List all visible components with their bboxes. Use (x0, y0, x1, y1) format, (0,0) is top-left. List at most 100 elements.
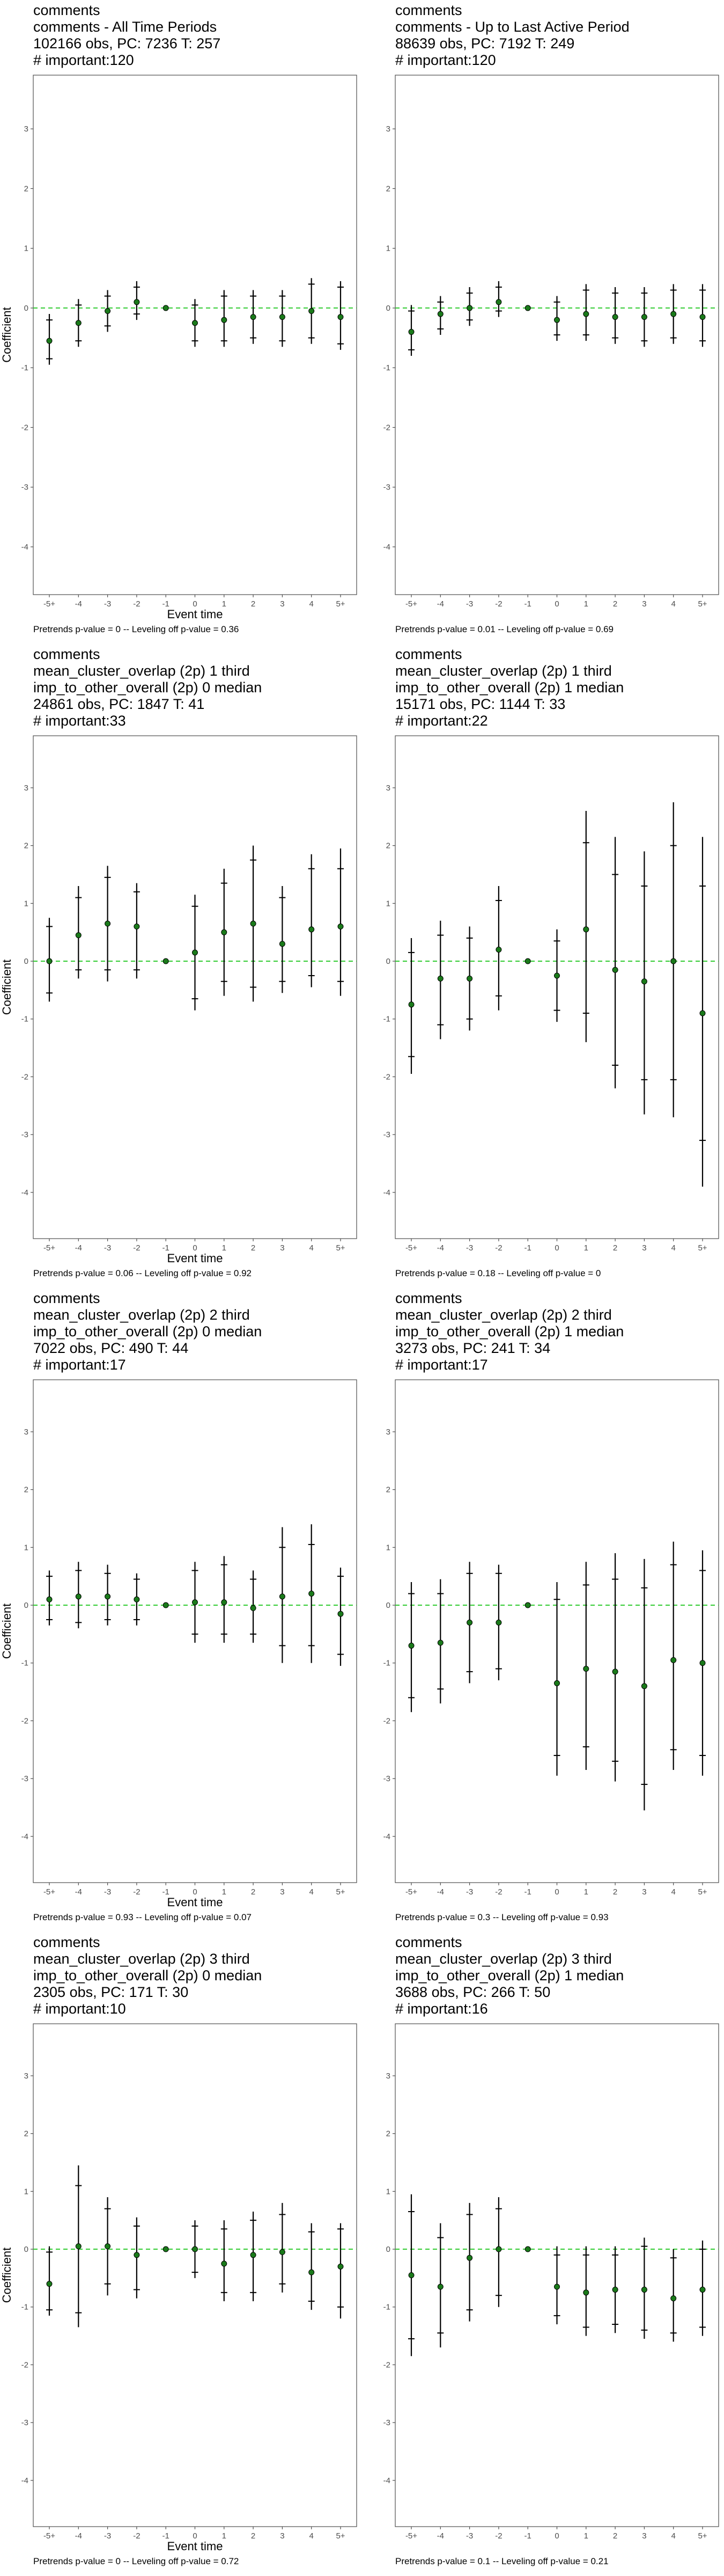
x-tick-label: -5+ (43, 1887, 55, 1897)
chart-title: comments mean_cluster_overlap (2p) 3 thir… (33, 1934, 262, 2017)
x-tick-label: -1 (162, 1243, 169, 1253)
x-tick-label: 1 (222, 1243, 226, 1253)
estimate-point (641, 1683, 647, 1689)
y-tick-label: -1 (383, 2303, 390, 2312)
estimate-point (467, 975, 473, 982)
estimate-point (221, 1599, 227, 1606)
x-tick-label: -3 (104, 2531, 111, 2541)
y-axis-label: Coefficient (0, 1604, 13, 1659)
chart-title-line: # important:33 (33, 713, 126, 729)
x-tick-label: 1 (584, 1887, 588, 1897)
y-tick-label: -4 (21, 543, 28, 552)
x-tick-label: 3 (280, 1243, 284, 1253)
estimate-point (75, 1593, 82, 1600)
chart-svg: -4 -3 -2 -1 0 1 2 3 -5+ -4 -3 -2 -1 0 1 2 3 4 5+ (383, 1379, 719, 1897)
chart-panel-7: -4 -3 -2 -1 0 1 2 3 -5+ -4 -3 -2 -1 0 1 2 3 4 5+ Event time… (0, 1932, 362, 2576)
x-tick-label: 0 (555, 2531, 559, 2541)
y-tick-label: -3 (21, 1130, 28, 1139)
estimate-point (337, 1611, 344, 1617)
x-tick-label: 5+ (698, 1887, 707, 1897)
x-tick-label: 5+ (336, 2531, 345, 2541)
chart-title-line: mean_cluster_overlap (2p) 3 third (395, 1951, 612, 1967)
x-tick-label: -3 (466, 2531, 473, 2541)
chart-panel-1: -4 -3 -2 -1 0 1 2 3 -5+ -4 -3 -2 -1 0 1 2 3 4 5+ Event time… (0, 0, 362, 644)
y-tick-label: 3 (24, 784, 28, 793)
estimate-point (46, 338, 53, 344)
estimate-point (162, 305, 169, 311)
estimate-point (46, 2281, 53, 2287)
chart-title-line: 3273 obs, PC: 241 T: 34 (395, 1340, 551, 1356)
estimate-point (134, 1596, 140, 1602)
x-tick-label: -3 (466, 1887, 473, 1897)
x-tick-label: 1 (584, 2531, 588, 2541)
y-tick-label: -2 (21, 1716, 28, 1725)
y-tick-label: -3 (21, 2418, 28, 2427)
y-tick-label: 3 (386, 2072, 390, 2081)
estimate-point (46, 1596, 53, 1602)
chart-svg: -4 -3 -2 -1 0 1 2 3 -5+ -4 -3 -2 -1 0 1 2 3 4 5+ Event time… (0, 2023, 357, 2553)
x-tick-label: -1 (162, 2531, 169, 2541)
x-tick-label: 0 (555, 599, 559, 609)
y-tick-label: -1 (21, 1659, 28, 1668)
estimate-point (524, 305, 531, 311)
chart-svg: -4 -3 -2 -1 0 1 2 3 -5+ -4 -3 -2 -1 0 1 2 3 4 5+ Event time… (0, 75, 357, 621)
y-tick-label: -2 (21, 2360, 28, 2369)
x-tick-label: 3 (280, 1887, 284, 1897)
chart-panel-5: -4 -3 -2 -1 0 1 2 3 -5+ -4 -3 -2 -1 0 1 2 3 4 5+ Event time… (0, 1288, 362, 1932)
estimate-point (192, 320, 198, 326)
estimate-point (134, 2252, 140, 2258)
x-tick-label: 2 (251, 1243, 255, 1253)
chart-title-line: comments - All Time Periods (33, 19, 217, 35)
y-tick-label: -4 (383, 2476, 390, 2485)
estimate-point (496, 299, 502, 305)
x-tick-label: -3 (104, 599, 111, 609)
chart-title-line: mean_cluster_overlap (2p) 2 third (395, 1307, 612, 1323)
estimate-point (670, 958, 677, 964)
x-tick-label: 4 (309, 599, 314, 609)
x-tick-label: 1 (584, 599, 588, 609)
x-tick-label: -1 (162, 599, 169, 609)
x-tick-label: 3 (280, 2531, 284, 2541)
chart-title-line: imp_to_other_overall (2p) 1 median (395, 679, 624, 696)
y-tick-label: -4 (383, 1832, 390, 1841)
estimate-point (670, 311, 677, 317)
chart-title-line: 102166 obs, PC: 7236 T: 257 (33, 35, 221, 52)
y-tick-label: -4 (21, 1188, 28, 1197)
estimate-point (496, 1619, 502, 1626)
estimate-point (583, 2289, 589, 2296)
chart-title-line: # important:17 (395, 1357, 488, 1373)
y-tick-label: 2 (386, 184, 390, 193)
x-axis-label: Event time (167, 1252, 223, 1265)
chart-title-line: # important:120 (33, 52, 134, 68)
chart-title-line: comments (395, 1934, 462, 1950)
y-tick-label: 1 (24, 899, 28, 908)
x-tick-label: -2 (133, 2531, 140, 2541)
x-tick-label: 3 (642, 1887, 646, 1897)
chart-title-line: # important:17 (33, 1357, 126, 1373)
estimate-point (192, 2246, 198, 2252)
x-axis-label: Event time (167, 2540, 223, 2553)
estimate-point (408, 1642, 415, 1649)
estimate-point (437, 311, 444, 317)
estimate-point (612, 2286, 618, 2293)
estimate-point (134, 299, 140, 305)
y-tick-label: 1 (386, 2187, 390, 2196)
y-tick-label: -3 (21, 1774, 28, 1783)
x-tick-label: 1 (222, 2531, 226, 2541)
x-tick-label: 5+ (336, 1887, 345, 1897)
y-tick-label: -3 (383, 1130, 390, 1139)
estimate-point (612, 1668, 618, 1675)
y-tick-label: 2 (386, 2129, 390, 2139)
chart-title-line: # important:16 (395, 2001, 488, 2017)
y-tick-label: 3 (386, 125, 390, 134)
estimate-point (308, 2269, 315, 2275)
y-tick-label: 0 (386, 304, 390, 313)
x-tick-label: -2 (495, 1887, 502, 1897)
estimate-point (105, 2243, 111, 2250)
y-axis-label: Coefficient (0, 2248, 13, 2303)
y-tick-label: 0 (386, 1601, 390, 1610)
y-tick-label: -4 (383, 1188, 390, 1197)
y-tick-label: 1 (386, 899, 390, 908)
chart-title: comments comments - Up to Last Active Per… (395, 2, 630, 69)
chart-title-line: 2305 obs, PC: 171 T: 30 (33, 1984, 189, 2000)
